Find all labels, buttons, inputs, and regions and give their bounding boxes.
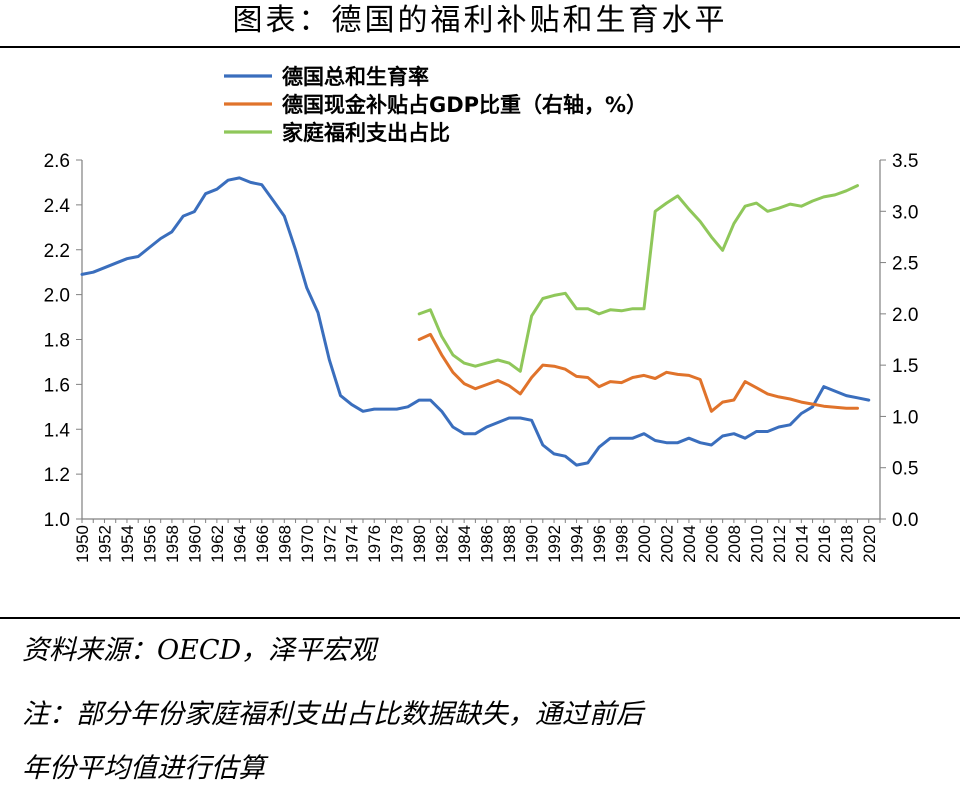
left-tick-label: 1.0 [44,510,70,531]
x-tick-label: 1972 [320,525,339,563]
legend-label-2: 德国现金补贴占GDP比重（右轴，%） [282,93,647,117]
series-line-3 [417,184,859,373]
x-tick-label: 2020 [860,525,879,563]
right-tick-label: 3.5 [892,151,918,172]
x-tick-label: 1962 [208,525,227,563]
left-tick-label: 1.8 [44,331,70,352]
x-tick-label: 1964 [230,525,249,563]
x-tick-label: 1998 [612,525,631,563]
x-tick-label: 1984 [455,525,474,563]
x-tick-label: 2010 [747,525,766,563]
chart-series [80,176,871,467]
x-tick-label: 1992 [545,525,564,563]
chart-axes: 1.0 1.2 1.4 1.6 1.8 2.0 2.2 2.4 2.6 0.0 0.5 1.0 1.5 2… [44,151,919,563]
x-tick-label: 1960 [185,525,204,563]
legend-label-3: 家庭福利支出占比 [282,121,450,145]
x-tick-label: 1980 [410,525,429,563]
x-tick-label: 2008 [725,525,744,563]
left-tick-label: 2.0 [44,286,70,307]
x-tick-label: 1954 [118,525,137,563]
footnote-line-1: 注：部分年份家庭福利支出占比数据缺失，通过前后 [22,699,643,730]
right-tick-label: 0.5 [892,459,918,480]
left-tick-label: 1.2 [44,465,70,486]
x-tick-label: 1968 [275,525,294,563]
left-tick-label: 1.6 [44,375,70,396]
x-tick-label: 1978 [388,525,407,563]
x-tick-label: 2016 [815,525,834,563]
x-tick-label: 2012 [770,525,789,563]
line-chart: 1.0 1.2 1.4 1.6 1.8 2.0 2.2 2.4 2.6 0.0 0.5 1.0 1.5 2… [44,65,919,563]
left-tick-label: 2.6 [44,151,70,172]
x-tick-label: 1982 [433,525,452,563]
x-tick-label: 1952 [95,525,114,563]
x-tick-label: 1990 [523,525,542,563]
x-tick-label: 1966 [253,525,272,563]
right-tick-label: 2.5 [892,254,918,275]
x-tick-label: 2002 [657,525,676,563]
footnote-line-2: 年份平均值进行估算 [22,753,265,784]
x-tick-label: 2004 [680,525,699,563]
x-tick-label: 2000 [635,525,654,563]
top-rule [0,46,960,48]
left-tick-label: 2.2 [44,241,70,262]
x-tick-label: 1994 [568,525,587,563]
x-tick-label: 1956 [140,525,159,563]
x-tick-label: 1976 [365,525,384,563]
x-tick-label: 2018 [837,525,856,563]
right-tick-label: 2.0 [892,305,918,326]
x-tick-label: 1986 [478,525,497,563]
series-line-1 [80,176,871,467]
right-tick-label: 1.5 [892,356,918,377]
x-tick-label: 1970 [298,525,317,563]
x-tick-label: 2014 [792,525,811,563]
source-note: 资料来源：OECD，泽平宏观 [22,635,377,666]
x-tick-label: 2006 [702,525,721,563]
series-line-2 [417,332,859,413]
left-tick-label: 2.4 [44,196,71,217]
x-tick-label: 1996 [590,525,609,563]
left-tick-label: 1.4 [44,420,71,441]
legend-label-1: 德国总和生育率 [282,65,429,89]
x-tick-label: 1974 [343,525,362,563]
chart-title: 图表：德国的福利补贴和生育水平 [232,3,728,38]
bottom-rule [0,617,960,619]
x-tick-label: 1950 [73,525,92,563]
right-tick-label: 1.0 [892,407,918,428]
x-tick-label: 1988 [500,525,519,563]
right-tick-label: 0.0 [892,510,918,531]
right-tick-label: 3.0 [892,202,918,223]
x-tick-label: 1958 [163,525,182,563]
